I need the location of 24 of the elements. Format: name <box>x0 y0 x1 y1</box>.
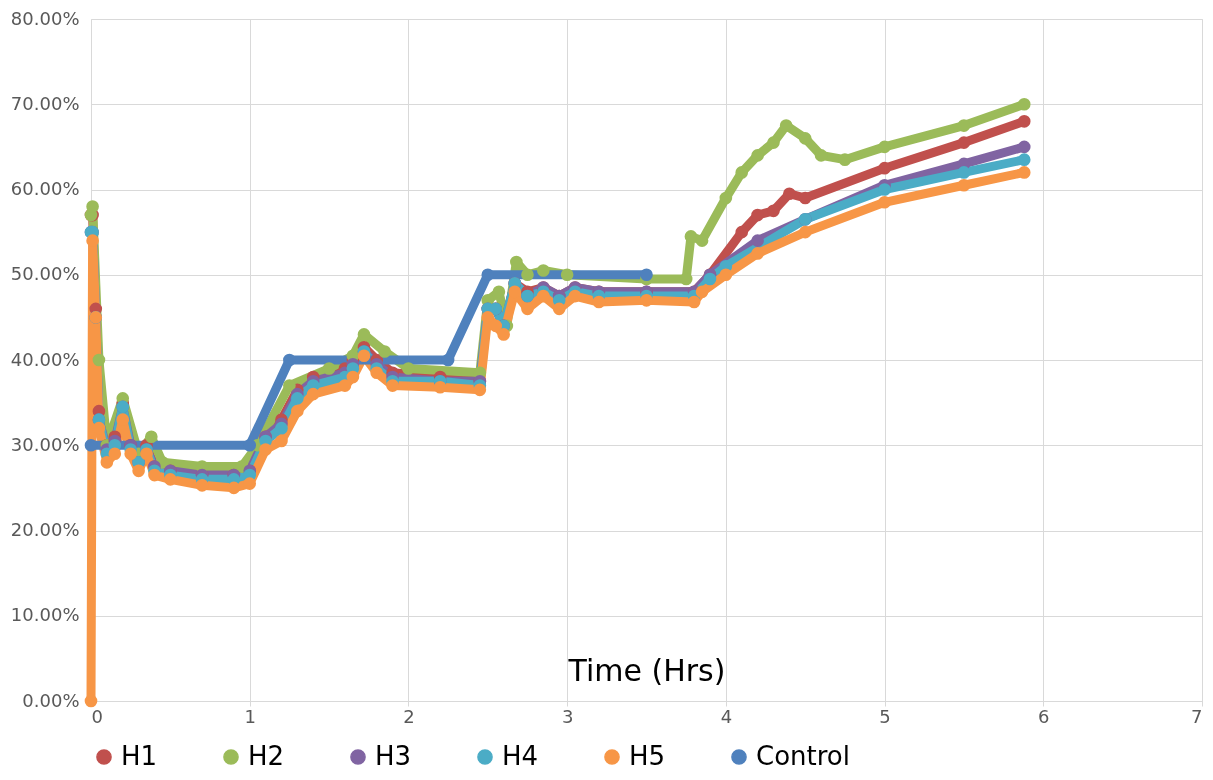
y-tick-label: 10.00% <box>10 604 80 626</box>
x-axis-title: Time (Hrs) <box>567 652 726 688</box>
legend-label: H1 <box>121 741 158 771</box>
y-tick-label: 30.00% <box>10 433 80 455</box>
x-tick-label: 0 <box>91 705 103 727</box>
legend-label: H5 <box>629 741 666 771</box>
y-tick-label: 50.00% <box>10 263 80 285</box>
x-tick-label: 5 <box>879 705 891 727</box>
y-tick-label: 80.00% <box>10 7 80 29</box>
legend-label: H2 <box>248 741 285 771</box>
x-tick-label: 1 <box>244 705 256 727</box>
y-tick-label: 40.00% <box>10 348 80 370</box>
x-tick-label: 3 <box>561 705 574 727</box>
y-tick-label: 20.00% <box>10 519 80 540</box>
x-tick-label: 7 <box>1191 705 1203 727</box>
y-tick-label: 70.00% <box>10 92 80 114</box>
legend-label: H3 <box>375 741 412 771</box>
x-tick-label: 2 <box>403 705 415 727</box>
x-tick-label: 4 <box>720 705 733 727</box>
legend-label: Control <box>756 741 850 771</box>
y-tick-label: 60.00% <box>10 178 80 199</box>
legend-label: H4 <box>502 741 539 771</box>
y-tick-label: 0.00% <box>22 689 80 711</box>
x-tick-label: 6 <box>1038 705 1050 727</box>
